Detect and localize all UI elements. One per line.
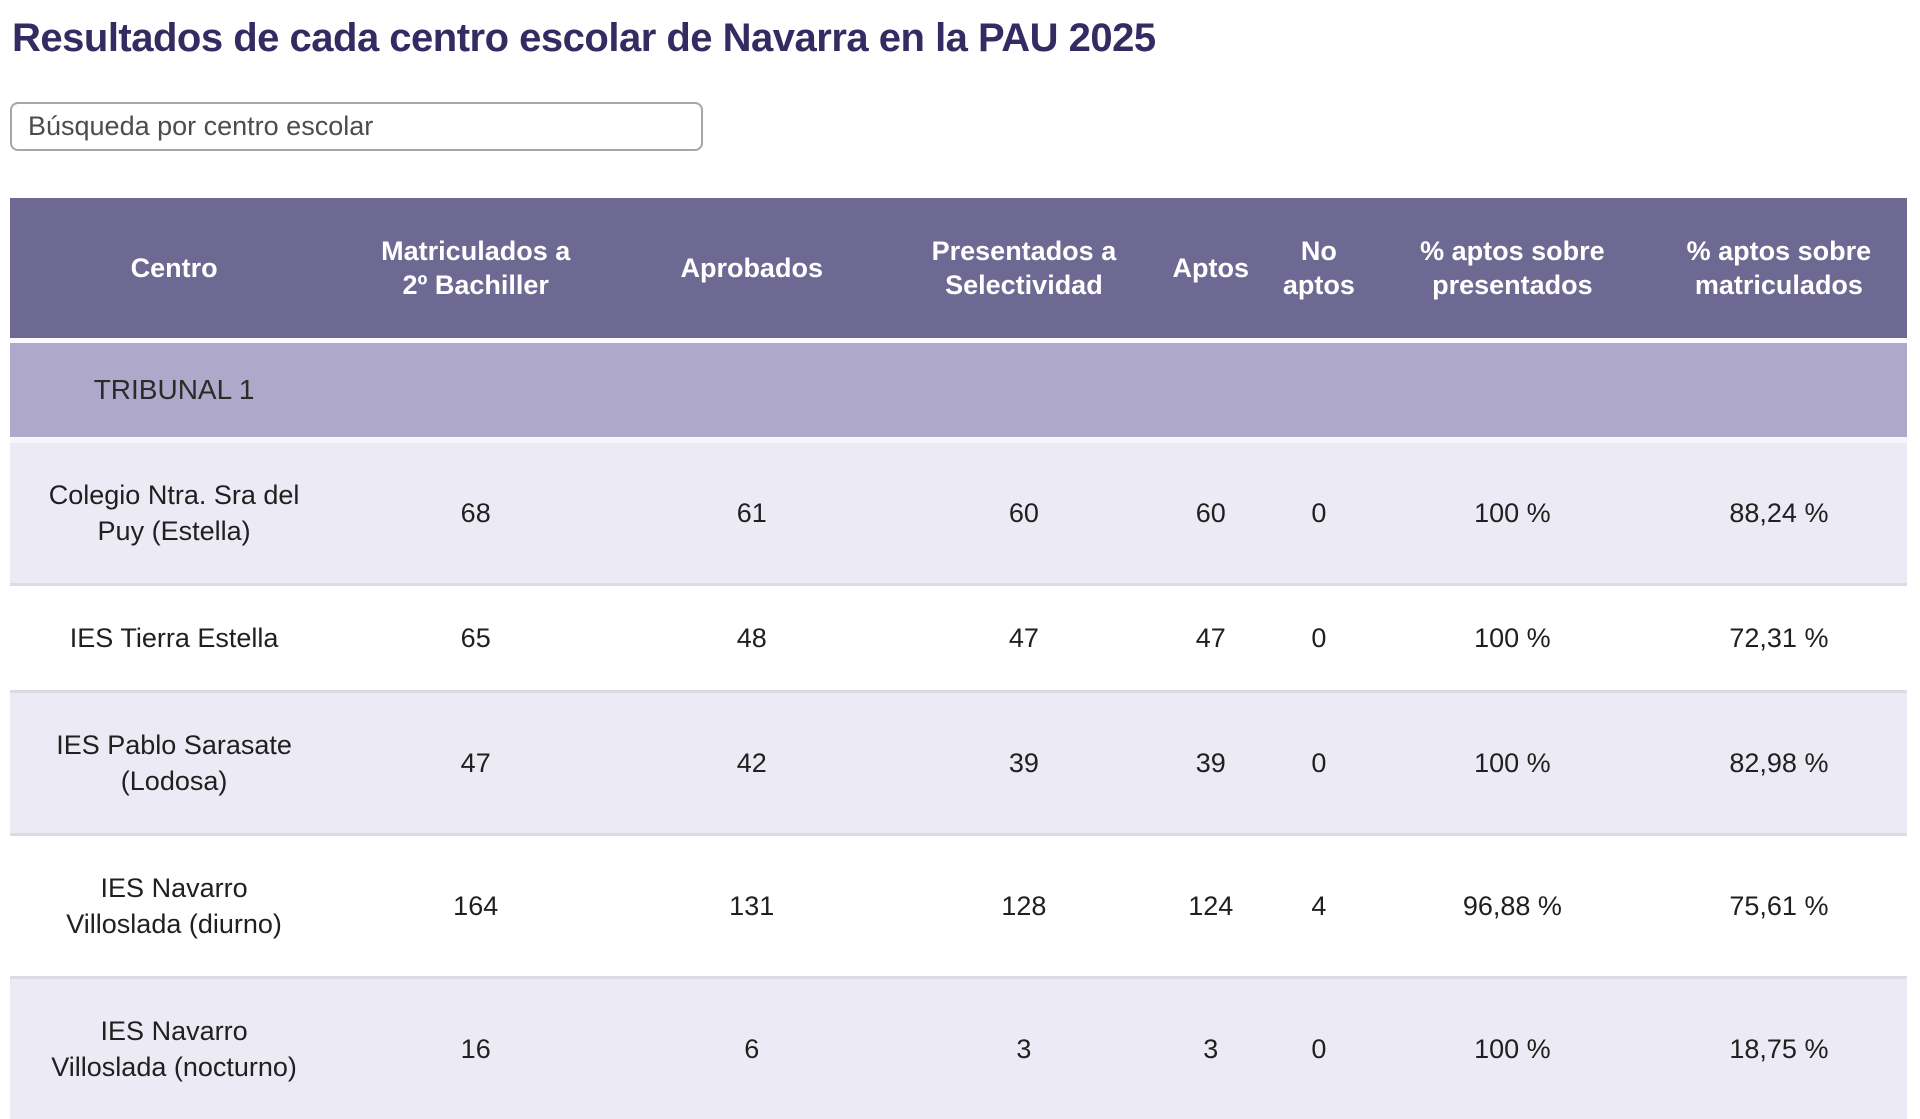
aprobados-cell: 48 bbox=[613, 585, 890, 692]
col-header-centro: Centro bbox=[10, 198, 338, 340]
matriculados-cell: 68 bbox=[338, 440, 613, 585]
col-header-matriculados: Matriculados a 2º Bachiller bbox=[338, 198, 613, 340]
search-input[interactable] bbox=[10, 102, 703, 151]
presentados-cell: 3 bbox=[890, 978, 1157, 1119]
aprobados-cell: 6 bbox=[613, 978, 890, 1119]
pct-presentados-cell: 100 % bbox=[1374, 440, 1651, 585]
col-header-presentados: Presentados a Selectividad bbox=[890, 198, 1157, 340]
no-aptos-cell: 4 bbox=[1264, 835, 1374, 978]
matriculados-cell: 65 bbox=[338, 585, 613, 692]
col-header-pct-matriculados: % aptos sobre matriculados bbox=[1651, 198, 1907, 340]
pct-presentados-cell: 100 % bbox=[1374, 978, 1651, 1119]
centro-cell: IES Navarro Villoslada (nocturno) bbox=[10, 978, 338, 1119]
presentados-cell: 60 bbox=[890, 440, 1157, 585]
section-cell-empty bbox=[1374, 340, 1651, 440]
no-aptos-cell: 0 bbox=[1264, 585, 1374, 692]
presentados-cell: 128 bbox=[890, 835, 1157, 978]
section-label: TRIBUNAL 1 bbox=[10, 340, 338, 440]
tribunal-section-row: TRIBUNAL 1 bbox=[10, 340, 1907, 440]
aprobados-cell: 131 bbox=[613, 835, 890, 978]
no-aptos-cell: 0 bbox=[1264, 440, 1374, 585]
section-cell-empty bbox=[1264, 340, 1374, 440]
no-aptos-cell: 0 bbox=[1264, 978, 1374, 1119]
centro-cell: IES Navarro Villoslada (diurno) bbox=[10, 835, 338, 978]
matriculados-cell: 47 bbox=[338, 692, 613, 835]
matriculados-cell: 164 bbox=[338, 835, 613, 978]
page-title: Resultados de cada centro escolar de Nav… bbox=[12, 14, 1907, 62]
pct-matriculados-cell: 18,75 % bbox=[1651, 978, 1907, 1119]
matriculados-cell: 16 bbox=[338, 978, 613, 1119]
centro-cell: Colegio Ntra. Sra del Puy (Estella) bbox=[10, 440, 338, 585]
pct-matriculados-cell: 82,98 % bbox=[1651, 692, 1907, 835]
section-cell-empty bbox=[613, 340, 890, 440]
aptos-cell: 124 bbox=[1158, 835, 1264, 978]
col-header-aptos: Aptos bbox=[1158, 198, 1264, 340]
pct-matriculados-cell: 72,31 % bbox=[1651, 585, 1907, 692]
aptos-cell: 60 bbox=[1158, 440, 1264, 585]
aptos-cell: 47 bbox=[1158, 585, 1264, 692]
aprobados-cell: 42 bbox=[613, 692, 890, 835]
no-aptos-cell: 0 bbox=[1264, 692, 1374, 835]
centro-cell: IES Pablo Sarasate (Lodosa) bbox=[10, 692, 338, 835]
col-header-aprobados: Aprobados bbox=[613, 198, 890, 340]
col-header-no-aptos: No aptos bbox=[1264, 198, 1374, 340]
presentados-cell: 39 bbox=[890, 692, 1157, 835]
presentados-cell: 47 bbox=[890, 585, 1157, 692]
pct-matriculados-cell: 75,61 % bbox=[1651, 835, 1907, 978]
section-cell-empty bbox=[338, 340, 613, 440]
pct-presentados-cell: 96,88 % bbox=[1374, 835, 1651, 978]
section-cell-empty bbox=[1158, 340, 1264, 440]
aptos-cell: 3 bbox=[1158, 978, 1264, 1119]
pct-presentados-cell: 100 % bbox=[1374, 585, 1651, 692]
aptos-cell: 39 bbox=[1158, 692, 1264, 835]
pct-matriculados-cell: 88,24 % bbox=[1651, 440, 1907, 585]
results-table: Centro Matriculados a 2º Bachiller Aprob… bbox=[10, 198, 1907, 1119]
table-header-row: Centro Matriculados a 2º Bachiller Aprob… bbox=[10, 198, 1907, 340]
pct-presentados-cell: 100 % bbox=[1374, 692, 1651, 835]
centro-cell: IES Tierra Estella bbox=[10, 585, 338, 692]
section-cell-empty bbox=[1651, 340, 1907, 440]
aprobados-cell: 61 bbox=[613, 440, 890, 585]
section-cell-empty bbox=[890, 340, 1157, 440]
col-header-pct-presentados: % aptos sobre presentados bbox=[1374, 198, 1651, 340]
